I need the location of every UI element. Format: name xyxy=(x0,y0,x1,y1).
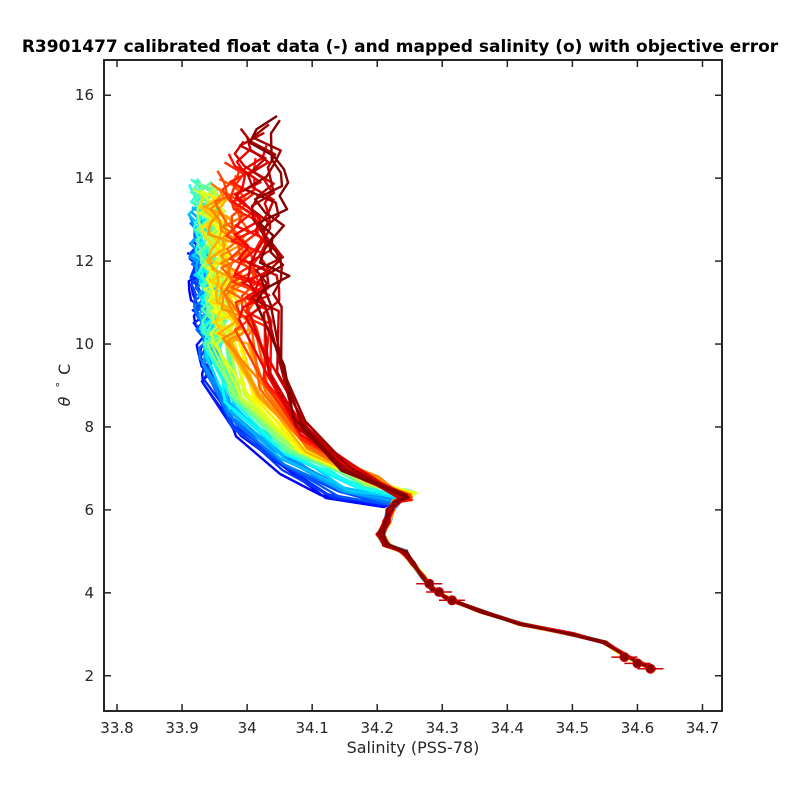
profile-line xyxy=(243,123,653,672)
y-tick-label: 2 xyxy=(84,667,94,685)
mapped-point xyxy=(619,652,630,663)
y-tick-label: 12 xyxy=(75,252,94,270)
plot-area xyxy=(186,114,664,674)
x-tick-label: 34.6 xyxy=(621,719,654,737)
axes: 33.8 33.9 34 34.1 34.2 34.3 34.4 34.5 34.6 34.7 2 4… xyxy=(75,59,723,737)
y-tick-label: 4 xyxy=(84,584,94,602)
profile-line xyxy=(201,186,655,672)
profile-line xyxy=(186,251,655,672)
mapped-point xyxy=(434,586,445,597)
x-tick-label: 33.8 xyxy=(100,719,133,737)
mapped-point xyxy=(424,578,435,589)
y-tick-label: 10 xyxy=(75,335,94,353)
x-axis-label: Salinity (PSS-78) xyxy=(347,738,480,757)
y-axis-label: θ ° C xyxy=(49,364,74,407)
axes-frame xyxy=(103,59,723,712)
y-tick-label: 14 xyxy=(75,169,94,187)
mapped-point xyxy=(447,595,458,606)
profile-line xyxy=(238,131,656,671)
profile-line xyxy=(239,127,654,670)
y-axis-label-units: C xyxy=(55,364,74,375)
x-tick-label: 34.4 xyxy=(491,719,524,737)
x-tick-label: 34.5 xyxy=(556,719,589,737)
svg-text:θ ° C: θ ° C xyxy=(49,364,74,407)
mapped-point xyxy=(645,663,656,674)
profile-line xyxy=(253,119,655,671)
x-tick-label: 34.2 xyxy=(361,719,394,737)
x-tick-label: 34.1 xyxy=(295,719,328,737)
mapped-point xyxy=(632,658,643,669)
x-tick-label: 34 xyxy=(238,719,257,737)
y-axis-label-symbol: θ xyxy=(55,396,74,406)
chart-title: R3901477 calibrated float data (-) and m… xyxy=(22,37,779,57)
profile-line xyxy=(246,136,653,671)
y-axis-label-units-degree: ° xyxy=(54,382,67,388)
y-tick-label: 8 xyxy=(84,418,94,436)
profile-line xyxy=(248,114,655,671)
y-tick-label: 16 xyxy=(75,86,94,104)
x-tick-label: 33.9 xyxy=(165,719,198,737)
x-tick-label: 34.7 xyxy=(686,719,719,737)
y-tick-label: 6 xyxy=(84,501,94,519)
x-tick-label: 34.3 xyxy=(426,719,459,737)
